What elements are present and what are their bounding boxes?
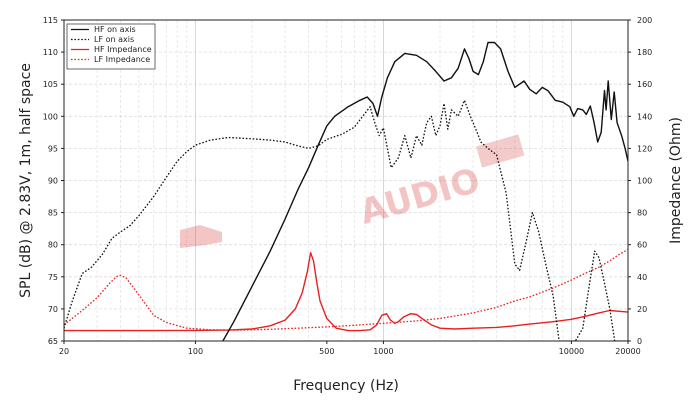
x-axis-title: Frequency (Hz) xyxy=(293,378,399,394)
y-left-tick-label: 70 xyxy=(48,305,58,314)
y-left-tick-label: 115 xyxy=(43,16,58,25)
y-right-tick-label: 140 xyxy=(637,112,652,121)
grid-lines xyxy=(63,19,629,342)
y-right-tick-label: 20 xyxy=(637,305,647,314)
y-right-tick-label: 60 xyxy=(637,241,647,250)
y-right-tick-label: 100 xyxy=(637,177,652,186)
watermark-logo-shape xyxy=(180,225,222,248)
y-right-tick-label: 180 xyxy=(637,48,652,57)
x-tick-label: 100 xyxy=(188,347,203,356)
y-axis-right-title: Impedance (Ohm) xyxy=(668,117,684,244)
y-axis-left-title: SPL (dB) @ 2.83V, 1m, half space xyxy=(18,63,34,298)
x-tick-label: 500 xyxy=(319,347,334,356)
watermark-badge xyxy=(476,134,525,168)
y-left-tick-label: 100 xyxy=(43,112,58,121)
y-right-tick-label: 0 xyxy=(637,337,642,346)
y-left-tick-label: 95 xyxy=(48,144,58,153)
y-right-tick-label: 160 xyxy=(637,80,652,89)
x-tick-label: 20 xyxy=(59,347,69,356)
series-line-lf-impedance xyxy=(64,248,628,331)
y-right-tick-label: 200 xyxy=(637,16,652,25)
series-line-lf-on-axis xyxy=(64,99,628,341)
y-left-tick-label: 90 xyxy=(48,177,58,186)
y-left-tick-label: 85 xyxy=(48,209,58,218)
series-line-hf-on-axis xyxy=(222,41,628,341)
legend-label: LF on axis xyxy=(94,35,134,44)
legend-box xyxy=(66,23,156,70)
legend-label: LF Impedance xyxy=(94,55,150,64)
series-layer xyxy=(64,41,628,341)
legend-label: HF on axis xyxy=(94,25,136,34)
y-left-tick-label: 80 xyxy=(48,241,58,250)
x-tick-label: 10000 xyxy=(559,347,584,356)
y-right-tick-label: 80 xyxy=(637,209,647,218)
y-left-tick-label: 65 xyxy=(48,337,58,346)
y-left-tick-label: 105 xyxy=(43,80,58,89)
x-tick-label: 1000 xyxy=(373,347,393,356)
y-left-tick-label: 110 xyxy=(43,48,58,57)
axis-ticks: 20 100 500 1000 10000 20000657075808590951001… xyxy=(43,16,653,356)
series-line-hf-impedance xyxy=(64,252,628,332)
legend-label: HF Impedance xyxy=(94,45,152,54)
y-right-tick-label: 120 xyxy=(637,144,652,153)
y-right-tick-label: 40 xyxy=(637,273,647,282)
x-tick-label: 20000 xyxy=(615,347,640,356)
y-left-tick-label: 75 xyxy=(48,273,58,282)
